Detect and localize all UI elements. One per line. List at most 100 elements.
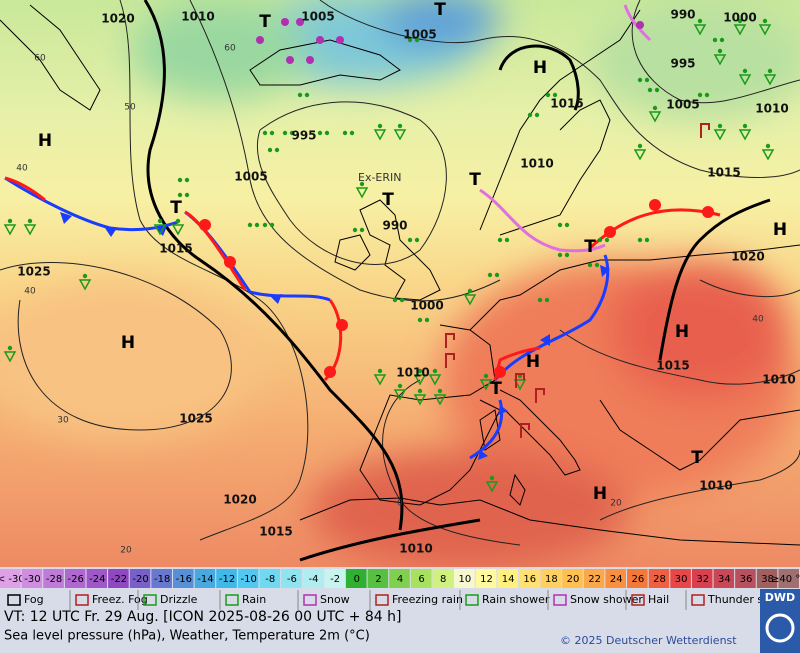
rain-dot — [247, 222, 253, 228]
copyright: © 2025 Deutscher Wetterdienst — [560, 634, 737, 647]
shower-symbol — [463, 288, 477, 306]
shower-dot — [467, 288, 473, 294]
description: Sea level pressure (hPa), Weather, Tempe… — [4, 629, 370, 644]
pressure-center: T — [584, 237, 596, 257]
rain-dot — [177, 177, 183, 183]
rain-dot — [414, 237, 420, 243]
snow-symbol — [306, 56, 314, 64]
scale-label: 26 — [631, 574, 644, 585]
legend-icon — [553, 594, 567, 606]
scale-label: -14 — [197, 574, 213, 585]
shower-triangle — [355, 187, 369, 199]
shower-symbol — [413, 388, 427, 406]
scale-cell — [670, 569, 691, 588]
rain-dot — [392, 297, 398, 303]
shower-triangle — [171, 224, 185, 236]
shower-symbol — [393, 123, 407, 141]
rain-dot — [274, 147, 280, 153]
pressure-label: 1010 — [181, 10, 214, 24]
rain-dot — [289, 130, 295, 136]
scale-label: 18 — [545, 574, 558, 585]
legend-icon — [7, 594, 21, 606]
legend-label: Freezing rain — [392, 593, 463, 606]
pressure-label: 1020 — [731, 250, 764, 264]
shower-dot — [717, 123, 723, 129]
legend-icon — [631, 594, 645, 606]
scale-cell — [583, 569, 605, 588]
shower-dot — [767, 68, 773, 74]
rain-dot — [282, 130, 288, 136]
rain-dot — [254, 222, 260, 228]
legend-label: Freez. Fog — [92, 593, 148, 606]
rain-dot — [545, 92, 551, 98]
rain-dot — [504, 237, 510, 243]
scale-cell — [172, 569, 194, 588]
shower-triangle — [23, 224, 37, 236]
scale-cell — [129, 569, 151, 588]
scale-cell — [86, 569, 108, 588]
shower-triangle — [3, 351, 17, 363]
isotherm-label: 40 — [16, 164, 28, 174]
pressure-label: 995 — [291, 129, 316, 143]
rain-dot — [534, 112, 540, 118]
shower-dot — [82, 273, 88, 279]
rain-dot — [262, 222, 268, 228]
pressure-center: H — [773, 220, 787, 240]
scale-label: -20 — [132, 574, 148, 585]
isotherm-label: 40 — [752, 315, 764, 325]
shower-triangle — [413, 374, 427, 386]
rain-dot — [637, 77, 643, 83]
rain-dot — [557, 252, 563, 258]
cold-front — [469, 399, 504, 460]
pressure-center: H — [526, 352, 540, 372]
pressure-label: 1010 — [396, 366, 429, 380]
shower-symbol — [3, 345, 17, 363]
scale-cell — [735, 569, 756, 588]
rain-dot — [342, 130, 348, 136]
legend-icon — [143, 594, 157, 606]
rain-dot — [697, 92, 703, 98]
shower-triangle — [433, 394, 447, 406]
pressure-label: 990 — [382, 219, 407, 233]
scale-cell — [475, 569, 497, 588]
pressure-center: T — [170, 198, 182, 218]
shower-dot — [742, 68, 748, 74]
rain-dot — [719, 37, 725, 43]
pressure-label: 1000 — [723, 11, 756, 25]
scale-label: 0 — [354, 574, 360, 585]
shower-symbol — [693, 18, 707, 36]
shower-triangle — [479, 379, 493, 391]
shower-dot — [742, 123, 748, 129]
pressure-label: 1005 — [301, 10, 334, 24]
rain-dot — [564, 252, 570, 258]
shower-dot — [737, 18, 743, 24]
scale-cell — [540, 569, 562, 588]
legend-label: Snow shower — [570, 593, 643, 606]
scale-cell — [108, 569, 129, 588]
scale-label: 8 — [440, 574, 446, 585]
scale-label: 32 — [696, 574, 709, 585]
pressure-label: 1015 — [656, 359, 689, 373]
scale-cell — [216, 569, 237, 588]
shower-triangle — [713, 54, 727, 66]
rain-dot — [414, 37, 420, 43]
rain-dot — [177, 192, 183, 198]
legend-icon — [691, 594, 705, 606]
pressure-label: 1015 — [707, 166, 740, 180]
warm-front — [4, 176, 46, 202]
shower-symbol — [78, 273, 92, 291]
thunder-symbol — [445, 353, 455, 368]
scale-cell — [345, 569, 367, 588]
isotherm-label: 20 — [610, 499, 622, 509]
legend-label: Fog — [24, 593, 44, 606]
rain-dot — [269, 222, 275, 228]
shower-dot — [377, 123, 383, 129]
shower-symbol — [373, 368, 387, 386]
pressure-label: 1010 — [699, 479, 732, 493]
rain-dot — [262, 130, 268, 136]
rain-dot — [497, 237, 503, 243]
pressure-center: T — [691, 448, 703, 468]
shower-dot — [27, 218, 33, 224]
shower-dot — [432, 368, 438, 374]
